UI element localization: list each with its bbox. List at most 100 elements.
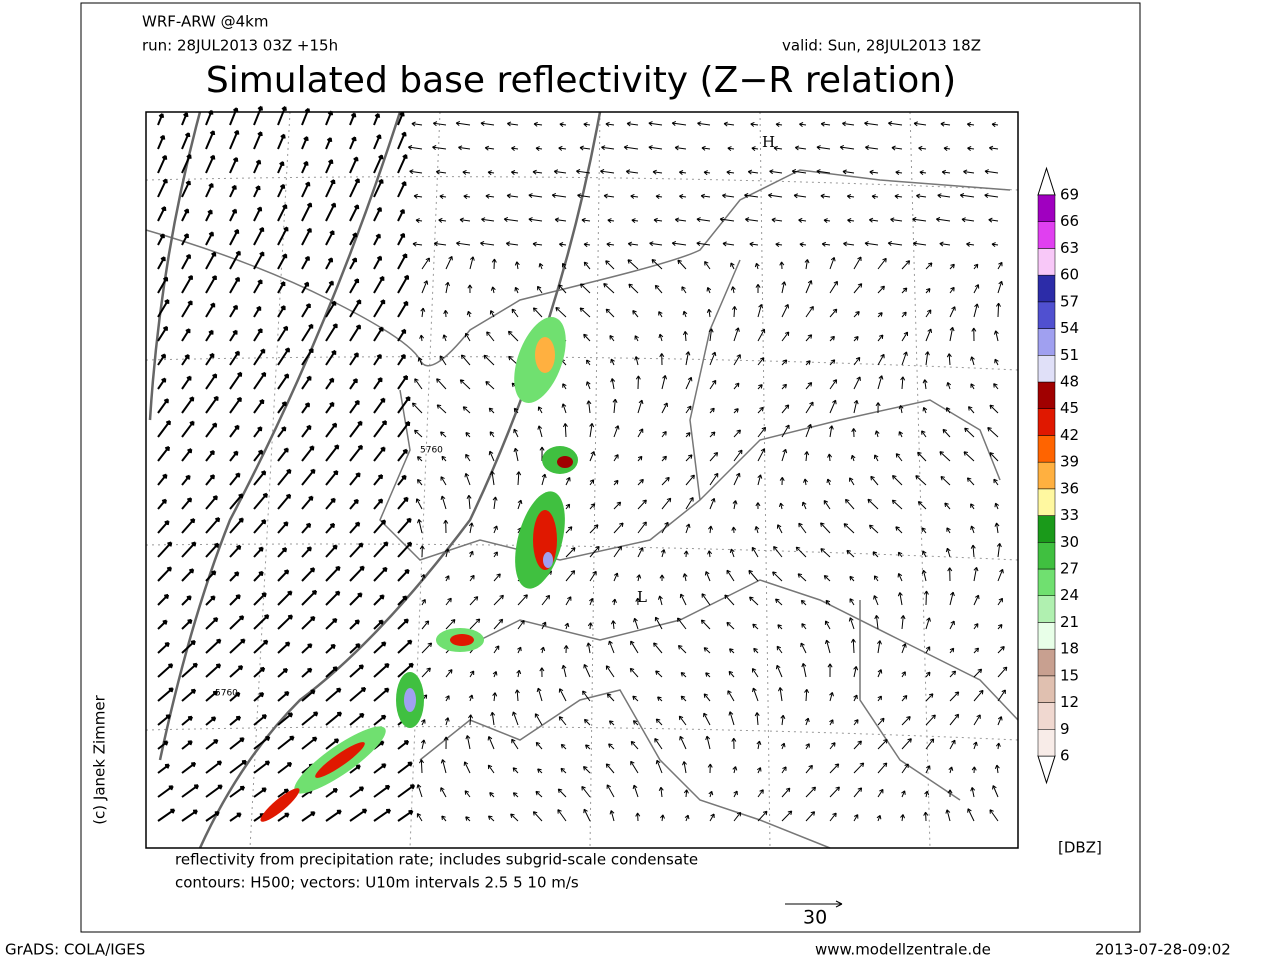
wind-vector bbox=[397, 131, 407, 150]
wind-vector bbox=[181, 568, 195, 582]
wind-vector bbox=[723, 121, 735, 127]
wind-vector bbox=[728, 711, 735, 726]
wind-vector bbox=[373, 662, 390, 678]
wind-vector bbox=[277, 305, 286, 318]
wind-vector bbox=[277, 106, 287, 126]
wind-vector bbox=[653, 217, 663, 223]
wind-vector bbox=[704, 571, 711, 582]
wind-vector bbox=[801, 662, 807, 678]
wind-vector bbox=[253, 251, 265, 270]
wind-vector bbox=[373, 541, 389, 558]
wind-vector bbox=[585, 381, 591, 390]
wind-vector bbox=[781, 383, 787, 390]
wind-vector bbox=[565, 570, 576, 582]
wind-vector bbox=[555, 306, 567, 318]
wind-vector bbox=[949, 591, 955, 606]
wind-vector bbox=[510, 813, 519, 822]
wind-vector bbox=[229, 517, 244, 534]
wind-vector bbox=[768, 193, 783, 198]
reference-vector-head bbox=[835, 900, 843, 908]
wind-vector bbox=[730, 286, 736, 294]
wind-vector bbox=[490, 286, 496, 294]
wind-vector bbox=[486, 331, 495, 342]
wind-vector bbox=[917, 451, 927, 462]
wind-vector bbox=[325, 179, 336, 198]
wind-vector bbox=[229, 396, 242, 414]
wind-vector bbox=[205, 450, 215, 462]
wind-vector bbox=[824, 620, 831, 630]
wind-vector bbox=[968, 406, 975, 414]
wind-vector bbox=[229, 493, 244, 510]
wind-vector bbox=[704, 261, 711, 270]
wind-vector bbox=[563, 645, 569, 654]
wind-vector bbox=[466, 494, 472, 510]
wind-vector bbox=[709, 431, 716, 438]
wind-vector bbox=[733, 382, 740, 390]
wind-vector bbox=[440, 787, 447, 798]
wind-vector bbox=[253, 279, 263, 294]
wind-vector bbox=[557, 809, 567, 822]
wind-vector bbox=[868, 524, 879, 534]
wind-vector bbox=[877, 640, 882, 654]
wind-vector bbox=[421, 642, 433, 654]
wind-vector bbox=[781, 359, 788, 366]
contour-label: 5760 bbox=[215, 689, 238, 699]
wind-vector bbox=[397, 474, 407, 486]
wind-vector bbox=[420, 573, 426, 582]
wind-vector bbox=[805, 382, 813, 390]
wind-vector bbox=[229, 715, 242, 726]
wind-vector bbox=[916, 193, 927, 199]
colorbar-box bbox=[1037, 221, 1056, 249]
wind-vector bbox=[658, 311, 663, 318]
contour-label: 5760 bbox=[420, 446, 443, 456]
wind-vector bbox=[581, 217, 591, 223]
wind-vector bbox=[805, 743, 810, 750]
wind-vector bbox=[373, 353, 382, 366]
wind-vector bbox=[253, 666, 266, 678]
wind-vector bbox=[995, 742, 1001, 750]
wind-vector bbox=[373, 326, 384, 342]
wind-vector bbox=[581, 785, 591, 798]
wind-vector bbox=[205, 738, 219, 750]
wind-vector bbox=[205, 784, 223, 798]
wind-vector bbox=[696, 241, 711, 247]
colorbar-box bbox=[1037, 461, 1056, 490]
wind-vector bbox=[901, 671, 906, 678]
wind-vector bbox=[205, 422, 218, 438]
wind-vector bbox=[438, 217, 447, 223]
wind-vector bbox=[613, 479, 619, 486]
wind-vector bbox=[864, 241, 879, 247]
wind-vector bbox=[805, 280, 813, 294]
wind-vector bbox=[157, 206, 167, 222]
wind-vector bbox=[987, 427, 999, 438]
wind-vector bbox=[181, 762, 197, 774]
wind-vector bbox=[516, 669, 522, 678]
wind-vector bbox=[253, 449, 264, 462]
wind-vector bbox=[325, 470, 339, 486]
wind-vector bbox=[421, 598, 426, 606]
wind-vector bbox=[459, 217, 471, 223]
wind-vector bbox=[349, 542, 364, 558]
colorbar-box bbox=[1037, 301, 1056, 329]
wind-vector bbox=[864, 121, 879, 126]
wind-vector bbox=[205, 690, 218, 702]
wind-vector bbox=[632, 695, 639, 702]
wind-vector bbox=[463, 194, 471, 200]
wind-vector bbox=[682, 331, 688, 342]
wind-vector bbox=[181, 809, 198, 822]
wind-vector bbox=[779, 261, 785, 270]
wind-vector bbox=[949, 620, 955, 630]
wind-vector bbox=[608, 640, 615, 654]
wind-vector bbox=[795, 546, 807, 558]
wind-vector bbox=[947, 789, 953, 798]
wind-vector bbox=[901, 763, 909, 774]
wind-vector bbox=[846, 549, 855, 558]
wind-vector bbox=[636, 574, 642, 582]
wind-vector bbox=[877, 353, 885, 366]
wind-vector bbox=[989, 809, 999, 822]
wind-vector bbox=[229, 759, 247, 774]
wind-vector bbox=[745, 217, 759, 223]
wind-vector bbox=[205, 716, 217, 726]
wind-vector bbox=[935, 217, 951, 222]
wind-vector bbox=[825, 599, 831, 606]
